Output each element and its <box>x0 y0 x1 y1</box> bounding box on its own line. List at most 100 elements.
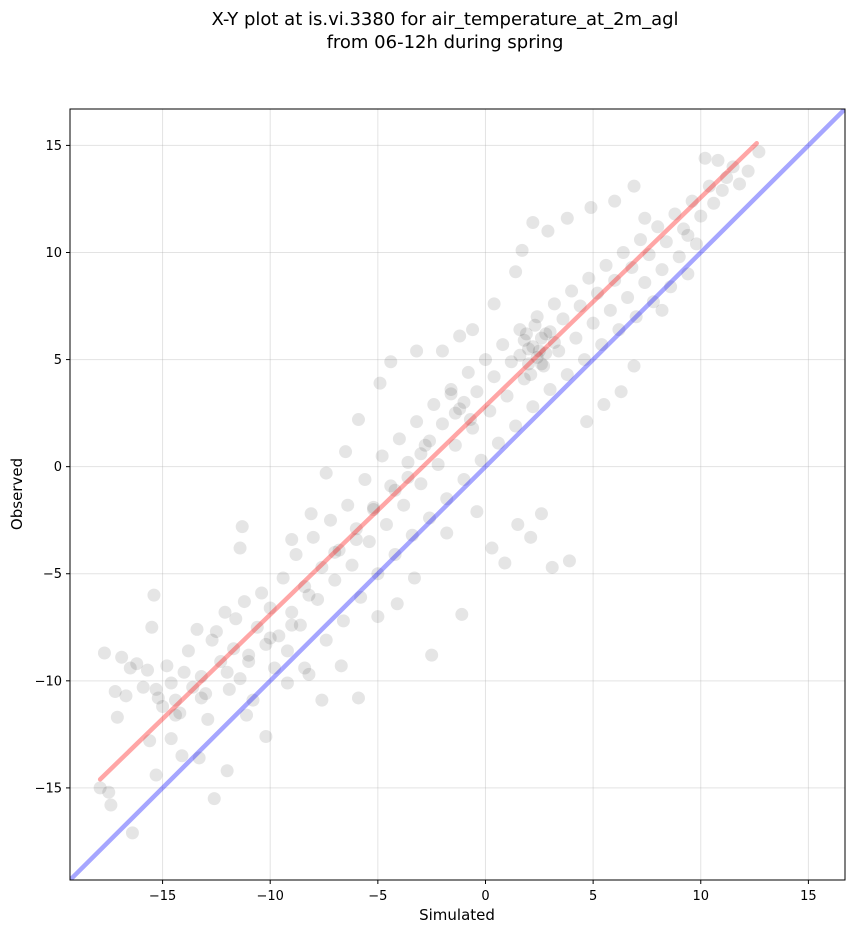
scatter-point <box>207 792 221 806</box>
scatter-point <box>272 629 286 643</box>
scatter-point <box>677 222 691 236</box>
scatter-point <box>603 303 617 317</box>
scatter-point <box>534 357 548 371</box>
x-tick-label: 10 <box>692 889 709 904</box>
scatter-point <box>102 785 116 799</box>
scatter-point <box>390 597 404 611</box>
scatter-point <box>147 588 161 602</box>
scatter-point <box>698 151 712 165</box>
scatter-point <box>141 663 154 677</box>
scatter-point <box>367 502 381 516</box>
scatter-point <box>466 323 480 337</box>
plot-area <box>69 108 846 881</box>
scatter-point <box>689 237 703 251</box>
scatter-point <box>599 258 613 272</box>
scatter-point <box>470 505 484 519</box>
y-tick-label: 0 <box>54 460 62 475</box>
scatter-point <box>186 680 200 694</box>
scatter-point <box>160 659 174 673</box>
scatter-point <box>222 682 236 696</box>
scatter-point <box>590 286 604 300</box>
identity-line <box>70 109 845 880</box>
scatter-point <box>410 415 424 429</box>
scatter-point <box>276 571 290 585</box>
scatter-point <box>487 370 501 384</box>
scatter-point <box>149 768 163 782</box>
scatter-point <box>328 573 342 587</box>
scatter-point <box>707 196 721 210</box>
scatter-points <box>93 145 766 840</box>
scatter-point <box>519 327 533 341</box>
chart-title-line2: from 06-12h during spring <box>327 32 564 53</box>
scatter-point <box>448 438 462 452</box>
scatter-point <box>349 522 363 536</box>
scatter-point <box>227 642 241 656</box>
scatter-point <box>298 661 312 675</box>
scatter-point <box>319 633 333 647</box>
scatter-point <box>423 434 437 448</box>
scatter-point <box>638 275 652 289</box>
scatter-point <box>259 730 273 744</box>
scatter-point <box>517 372 531 386</box>
scatter-point <box>526 400 540 414</box>
scatter-point <box>136 680 150 694</box>
scatter-point <box>220 665 234 679</box>
scatter-point <box>431 458 445 472</box>
scatter-point <box>522 342 536 356</box>
x-tick-label: 0 <box>481 889 489 904</box>
scatter-point <box>168 693 182 707</box>
scatter-point <box>255 586 269 600</box>
scatter-point <box>339 445 353 459</box>
scatter-point <box>560 368 574 382</box>
scatter-point <box>315 560 329 574</box>
scatter-point <box>720 171 734 185</box>
scatter-point <box>341 498 355 512</box>
scatter-point <box>145 620 159 634</box>
scatter-point <box>414 447 428 461</box>
scatter-point <box>711 153 725 167</box>
scatter-point <box>541 224 555 238</box>
scatter-point <box>263 601 277 615</box>
scatter-point <box>509 265 523 279</box>
scatter-point <box>504 355 518 369</box>
fit-line <box>97 141 759 782</box>
scatter-point <box>351 691 365 705</box>
scatter-point <box>240 708 254 722</box>
scatter-point <box>192 751 206 765</box>
scatter-point <box>401 455 415 469</box>
scatter-point <box>511 517 525 531</box>
scatter-point <box>474 453 488 467</box>
scatter-point <box>349 532 363 546</box>
scatter-point <box>543 383 557 397</box>
scatter-point <box>532 344 546 358</box>
scatter-point <box>651 220 665 234</box>
scatter-point <box>444 387 458 401</box>
scatter-point <box>319 466 333 480</box>
scatter-point <box>199 687 213 701</box>
scatter-point <box>311 592 325 606</box>
scatter-point <box>119 689 133 703</box>
scatter-point <box>595 338 609 352</box>
scatter-point <box>513 348 527 362</box>
scatter-point <box>608 273 622 287</box>
scatter-point <box>726 160 740 174</box>
scatter-point <box>362 535 376 549</box>
scatter-point <box>194 670 208 684</box>
scatter-point <box>392 432 406 446</box>
scatter-point <box>530 310 544 324</box>
scatter-point <box>543 325 557 339</box>
scatter-point <box>280 644 294 658</box>
scatter-point <box>435 344 449 358</box>
x-tick-label: −15 <box>149 889 176 904</box>
scatter-point <box>175 749 189 763</box>
scatter-point <box>285 532 299 546</box>
scatter-point <box>397 498 411 512</box>
scatter-point <box>534 507 548 521</box>
scatter-point <box>455 607 469 621</box>
scatter-point <box>414 477 428 491</box>
scatter-point <box>528 318 542 332</box>
scatter-point <box>407 571 421 585</box>
x-axis-label: Simulated <box>419 906 495 924</box>
scatter-point <box>242 655 256 669</box>
